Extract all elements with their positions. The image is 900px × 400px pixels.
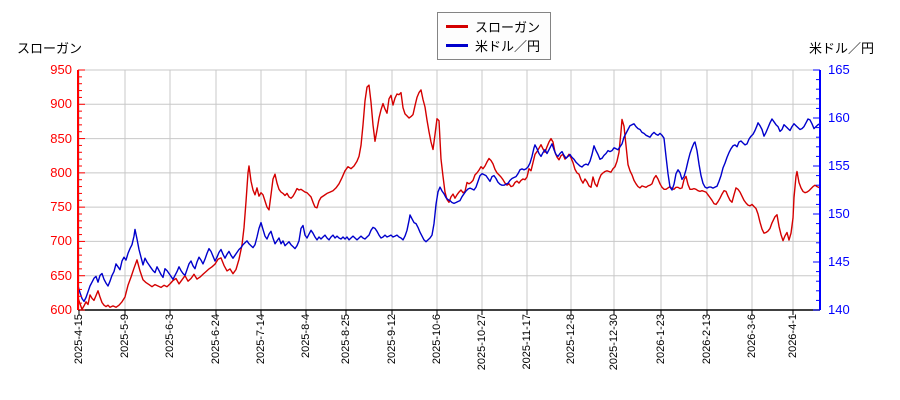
blue-line-swatch-icon xyxy=(446,44,468,47)
right-axis-tick-label: 160 xyxy=(828,110,850,125)
legend-item-usdjpy: 米ドル／円 xyxy=(446,36,540,55)
x-axis-tick-label: 2026-4-1 xyxy=(787,314,799,359)
x-axis-tick-label: 2025-10-27 xyxy=(476,314,488,371)
x-axis-tick-label: 2026-1-23 xyxy=(655,314,667,365)
x-axis-tick-label: 2025-8-25 xyxy=(340,314,352,365)
x-axis-tick-label: 2025-11-17 xyxy=(521,314,533,370)
x-axis-tick-label: 2025-12-30 xyxy=(608,314,620,371)
x-axis-tick-label: 2025-4-15 xyxy=(73,314,85,365)
legend-label: 米ドル／円 xyxy=(475,39,541,54)
right-axis-title: 米ドル／円 xyxy=(808,41,874,56)
left-axis-tick-label: 600 xyxy=(50,302,72,317)
legend-item-slogan: スローガン xyxy=(446,17,540,36)
x-axis-tick-label: 2025-6-24 xyxy=(210,314,222,365)
right-axis-tick-label: 140 xyxy=(828,302,850,317)
x-axis-tick-label: 2025-6-3 xyxy=(164,314,176,359)
left-axis-tick-label: 800 xyxy=(50,164,72,180)
x-axis-tick-label: 2025-8-4 xyxy=(300,314,312,359)
series-line-slogan xyxy=(77,84,821,310)
left-axis-tick-label: 750 xyxy=(50,199,72,215)
left-axis-tick-label: 700 xyxy=(50,233,72,249)
left-axis-tick-label: 850 xyxy=(50,130,72,146)
x-axis-tick-label: 2026-2-13 xyxy=(701,314,713,365)
x-axis-tick-label: 2025-10-6 xyxy=(431,314,443,365)
x-axis-tick-label: 2025-12-8 xyxy=(565,314,577,365)
right-axis-tick-label: 155 xyxy=(828,158,850,173)
red-line-swatch-icon xyxy=(446,25,468,28)
legend-label: スローガン xyxy=(475,20,541,35)
right-axis-tick-label: 165 xyxy=(828,62,850,77)
right-axis-tick-label: 150 xyxy=(828,206,850,221)
x-axis-tick-label: 2025-9-12 xyxy=(386,314,398,365)
series-line-usdjpy xyxy=(77,118,821,303)
x-axis-tick-label: 2026-3-6 xyxy=(746,314,758,359)
x-axis-tick-label: 2025-7-14 xyxy=(255,314,267,365)
left-axis-tick-label: 650 xyxy=(50,267,72,283)
right-axis-tick-label: 145 xyxy=(828,254,850,269)
left-axis-title: スローガン xyxy=(17,41,83,56)
left-axis-tick-label: 950 xyxy=(50,62,72,77)
left-axis-tick-label: 900 xyxy=(50,96,72,112)
x-axis-tick-label: 2025-5-9 xyxy=(119,314,131,359)
chart-legend: スローガン 米ドル／円 xyxy=(437,12,552,60)
